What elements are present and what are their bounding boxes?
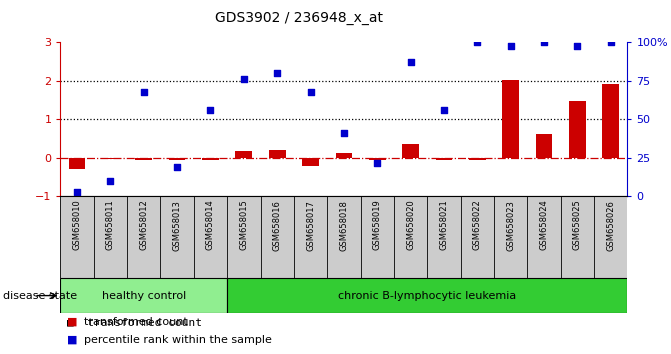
Text: GSM658014: GSM658014 bbox=[206, 200, 215, 251]
Point bbox=[405, 60, 416, 65]
Text: GSM658019: GSM658019 bbox=[372, 200, 382, 251]
Point bbox=[105, 178, 116, 184]
Text: ■: ■ bbox=[67, 335, 78, 345]
Text: GSM658023: GSM658023 bbox=[506, 200, 515, 251]
Point bbox=[539, 40, 550, 45]
Point bbox=[372, 160, 382, 165]
Point bbox=[138, 89, 149, 95]
Text: GSM658026: GSM658026 bbox=[606, 200, 615, 251]
Text: GSM658013: GSM658013 bbox=[172, 200, 182, 251]
Bar bbox=[302, 158, 319, 166]
Bar bbox=[603, 84, 619, 158]
Text: GSM658022: GSM658022 bbox=[473, 200, 482, 251]
Point bbox=[338, 131, 349, 136]
Text: GDS3902 / 236948_x_at: GDS3902 / 236948_x_at bbox=[215, 11, 382, 25]
Bar bbox=[435, 158, 452, 160]
Bar bbox=[236, 151, 252, 158]
Text: GSM658017: GSM658017 bbox=[306, 200, 315, 251]
Text: transformed count: transformed count bbox=[84, 317, 188, 327]
Text: GSM658020: GSM658020 bbox=[406, 200, 415, 251]
Point bbox=[272, 70, 282, 76]
Text: GSM658011: GSM658011 bbox=[106, 200, 115, 251]
Bar bbox=[336, 153, 352, 158]
Bar bbox=[169, 158, 185, 160]
Bar bbox=[202, 158, 219, 160]
Text: disease state: disease state bbox=[3, 291, 77, 301]
Text: GSM658021: GSM658021 bbox=[440, 200, 448, 251]
Text: GSM658012: GSM658012 bbox=[140, 200, 148, 251]
Text: healthy control: healthy control bbox=[101, 291, 186, 301]
Bar bbox=[60, 278, 227, 313]
Text: GSM658018: GSM658018 bbox=[340, 200, 348, 251]
Point bbox=[205, 107, 216, 113]
Bar bbox=[569, 101, 586, 158]
Text: GSM658010: GSM658010 bbox=[72, 200, 82, 251]
Point bbox=[439, 107, 450, 113]
Point bbox=[172, 164, 183, 170]
Bar bbox=[535, 134, 552, 158]
Text: chronic B-lymphocytic leukemia: chronic B-lymphocytic leukemia bbox=[338, 291, 517, 301]
Point bbox=[305, 89, 316, 95]
Bar bbox=[369, 158, 386, 160]
Bar bbox=[469, 158, 486, 160]
Bar bbox=[136, 158, 152, 160]
Point bbox=[238, 76, 249, 82]
Point bbox=[72, 189, 83, 195]
Point bbox=[472, 40, 482, 45]
Bar bbox=[68, 158, 85, 169]
Point bbox=[605, 40, 616, 45]
Text: GSM658024: GSM658024 bbox=[539, 200, 548, 251]
Text: GSM658015: GSM658015 bbox=[240, 200, 248, 251]
Bar bbox=[402, 144, 419, 158]
Text: GSM658025: GSM658025 bbox=[573, 200, 582, 251]
Text: percentile rank within the sample: percentile rank within the sample bbox=[84, 335, 272, 345]
Bar bbox=[227, 278, 627, 313]
Text: GSM658016: GSM658016 bbox=[272, 200, 282, 251]
Point bbox=[572, 43, 582, 48]
Text: ■  transformed count: ■ transformed count bbox=[67, 317, 202, 327]
Bar bbox=[102, 158, 119, 159]
Text: ■: ■ bbox=[67, 317, 78, 327]
Bar bbox=[503, 80, 519, 158]
Point bbox=[505, 43, 516, 48]
Bar bbox=[269, 149, 286, 158]
